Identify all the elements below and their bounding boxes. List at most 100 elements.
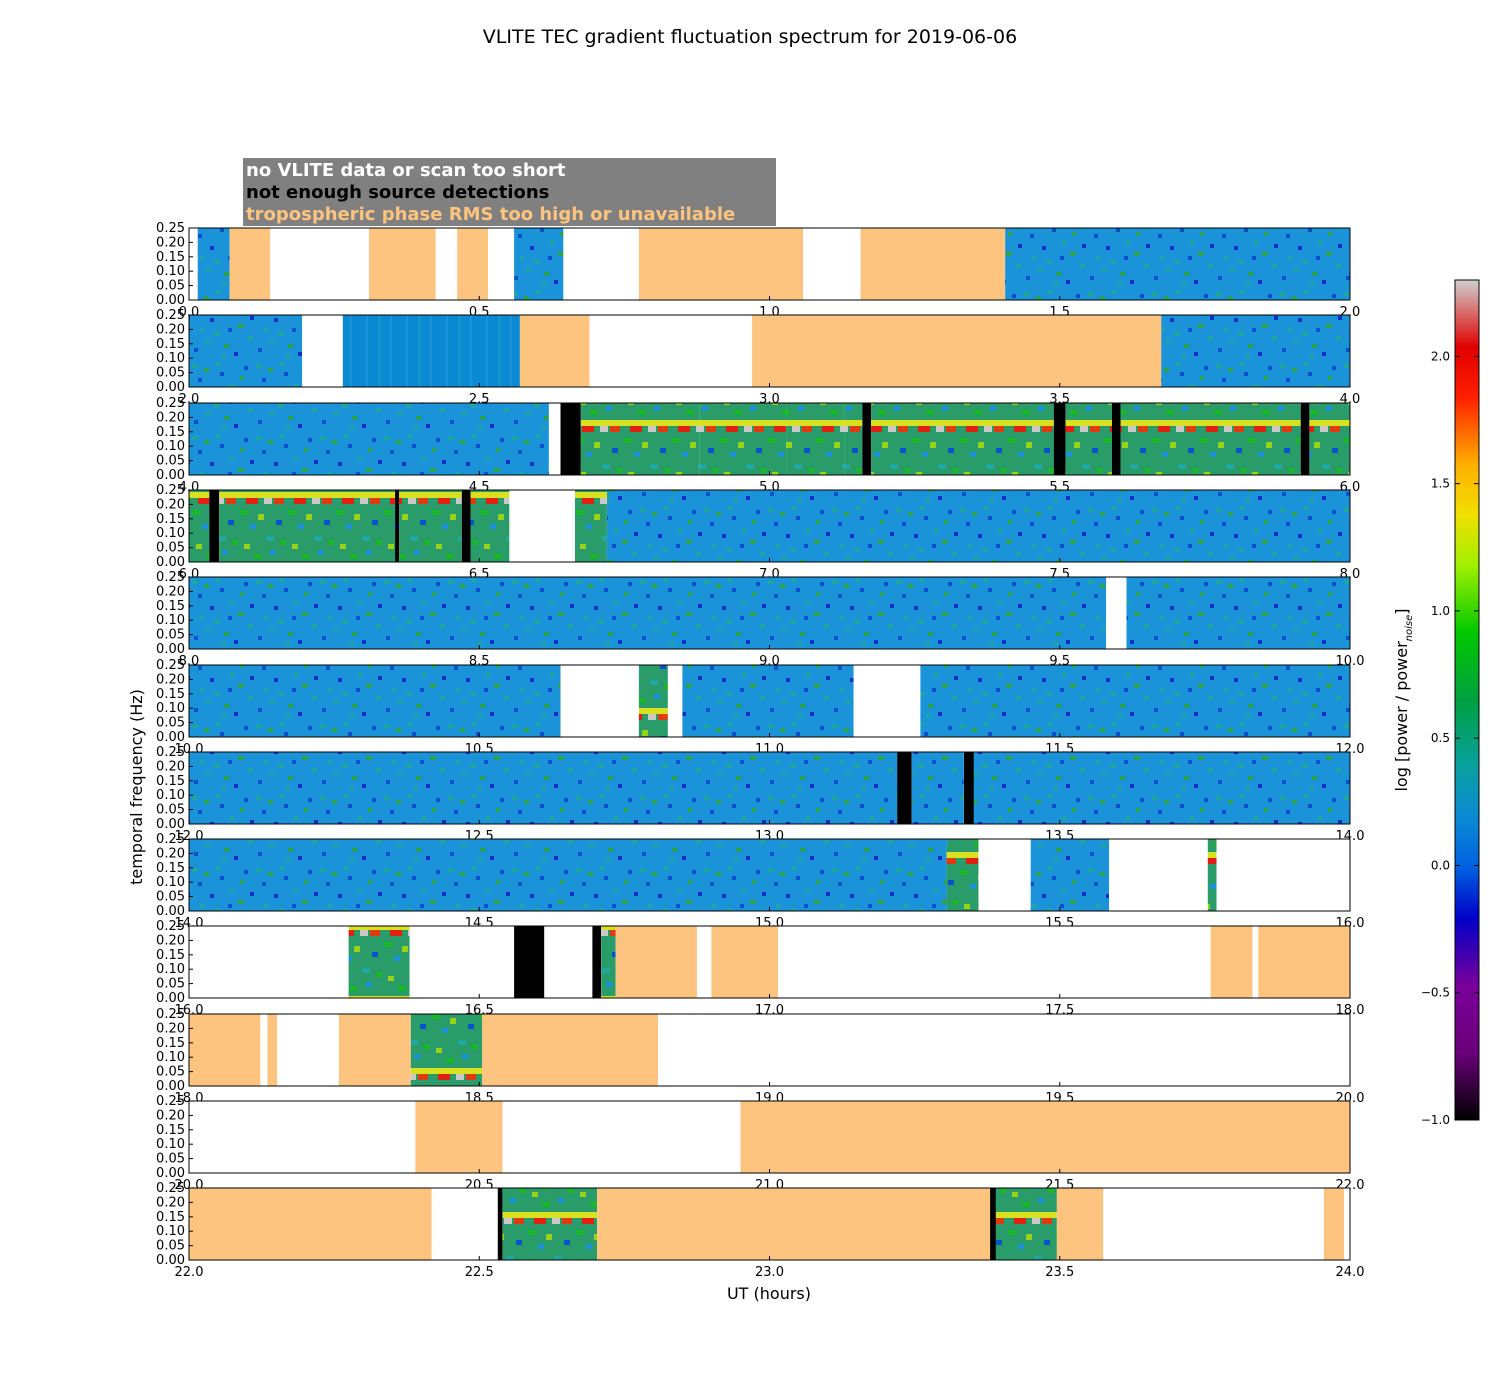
spectrum-segment — [410, 1014, 483, 1086]
y-tick-label: 0.05 — [156, 890, 185, 905]
y-tick-label: 0.20 — [156, 846, 185, 861]
no-detection-segment — [1300, 403, 1310, 475]
spectrum-segment — [514, 228, 564, 300]
y-tick-label: 0.10 — [156, 351, 185, 366]
y-tick-label: 0.00 — [156, 730, 185, 745]
y-tick-label: 0.05 — [156, 366, 185, 381]
rms-high-segment — [415, 1101, 503, 1173]
colorbar-label: log [power / powernoise] — [1392, 608, 1415, 791]
colorbar-gradient — [1454, 279, 1480, 1121]
colorbar-label-sub: noise — [1404, 615, 1415, 642]
no-detection-segment — [964, 752, 974, 824]
no-data-segment — [302, 315, 343, 387]
y-tick-label: 0.00 — [156, 380, 185, 395]
no-data-segment — [658, 1014, 1350, 1086]
legend-box — [243, 158, 776, 226]
no-detection-segment — [514, 926, 545, 998]
y-tick-label: 0.05 — [156, 541, 185, 556]
spectrum-segment — [189, 490, 210, 562]
rms-high-segment — [638, 228, 804, 300]
y-tick-label: 0.20 — [156, 584, 185, 599]
spectrum-segment — [189, 577, 1107, 649]
no-data-segment — [803, 228, 861, 300]
y-tick-label: 0.20 — [156, 672, 185, 687]
no-data-segment — [189, 1101, 416, 1173]
colorbar-tick-label: 1.5 — [1431, 477, 1450, 491]
x-axis-label: UT (hours) — [727, 1284, 811, 1303]
y-tick-label: 0.05 — [156, 454, 185, 469]
y-tick-label: 0.20 — [156, 759, 185, 774]
no-detection-segment — [897, 752, 912, 824]
y-tick-label: 0.15 — [156, 1123, 185, 1138]
colorbar-ticks: −1.0 −0.5 0.0 0.5 1.0 1.5 2.0 — [1421, 349, 1479, 1127]
panel-3: 0.000.050.100.150.200.254.0 4.5 5.0 5.5 6.0 — [156, 396, 1360, 495]
no-data-segment — [431, 1188, 498, 1260]
rms-high-segment — [338, 1014, 411, 1086]
no-data-segment — [409, 926, 515, 998]
y-tick-label: 0.25 — [156, 396, 185, 411]
y-tick-label: 0.25 — [156, 1181, 185, 1196]
rms-high-segment — [267, 1014, 278, 1086]
y-tick-label: 0.20 — [156, 410, 185, 425]
rms-high-segment — [615, 926, 697, 998]
y-tick-label: 0.00 — [156, 1253, 185, 1268]
no-data-segment — [1103, 1188, 1324, 1260]
spectrum-segment — [638, 665, 668, 737]
spectrum-segment — [946, 839, 979, 911]
rms-high-segment — [482, 1014, 659, 1086]
no-data-segment — [435, 228, 458, 300]
y-tick-label: 0.05 — [156, 628, 185, 643]
y-tick-label: 0.05 — [156, 279, 185, 294]
y-tick-label: 0.20 — [156, 322, 185, 337]
y-tick-label: 0.15 — [156, 774, 185, 789]
colorbar-tick-label: −0.5 — [1421, 986, 1450, 1000]
spectrum-segment — [189, 752, 898, 824]
colorbar: −1.0 −0.5 0.0 0.5 1.0 1.5 2.0 log [power / pow… — [1392, 279, 1480, 1127]
y-tick-label: 0.10 — [156, 526, 185, 541]
no-data-segment — [260, 1014, 268, 1086]
y-tick-label: 0.15 — [156, 337, 185, 352]
rms-high-segment — [711, 926, 779, 998]
colorbar-label-main: log [power / power — [1392, 641, 1411, 792]
spectrum-segment — [607, 490, 1350, 562]
spectrum-segment — [845, 403, 863, 475]
no-data-segment — [978, 839, 1031, 911]
spectrum-segment — [348, 926, 410, 998]
y-tick-label: 0.15 — [156, 512, 185, 527]
spectrum-segment — [871, 403, 1054, 475]
y-tick-label: 0.25 — [156, 308, 185, 323]
no-detection-segment — [395, 490, 400, 562]
spectrum-segment — [197, 228, 230, 300]
spectrum-segment — [682, 665, 854, 737]
y-tick-label: 0.20 — [156, 1108, 185, 1123]
spectrum-segment — [699, 403, 787, 475]
spectrum-segment — [580, 403, 700, 475]
y-tick-label: 0.10 — [156, 701, 185, 716]
y-tick-label: 0.15 — [156, 425, 185, 440]
y-axis-label: temporal frequency (Hz) — [127, 689, 146, 885]
spectrum-segment — [342, 315, 520, 387]
no-detection-segment — [560, 403, 581, 475]
no-data-segment — [778, 926, 1211, 998]
y-tick-label: 0.15 — [156, 250, 185, 265]
y-tick-label: 0.15 — [156, 861, 185, 876]
y-tick-label: 0.15 — [156, 687, 185, 702]
panel-2: 0.000.050.100.150.200.252.0 2.5 3.0 3.5 4.0 — [156, 308, 1360, 407]
legend-entry-no-data: no VLITE data or scan too short — [246, 160, 566, 181]
spectrum-segment — [1309, 403, 1350, 475]
chart-title: VLITE TEC gradient fluctuation spectrum … — [483, 26, 1017, 48]
y-tick-label: 0.25 — [156, 658, 185, 673]
x-tick-label: 23.0 — [755, 1265, 784, 1280]
no-data-segment — [563, 228, 639, 300]
y-tick-label: 0.00 — [156, 642, 185, 657]
no-data-segment — [1344, 1188, 1350, 1260]
spectrum-segment — [995, 1188, 1057, 1260]
spectrum-segment — [189, 839, 947, 911]
y-tick-label: 0.25 — [156, 832, 185, 847]
y-tick-label: 0.20 — [156, 1021, 185, 1036]
spectrum-segment — [786, 403, 845, 475]
spectrum-segment — [1005, 228, 1350, 300]
